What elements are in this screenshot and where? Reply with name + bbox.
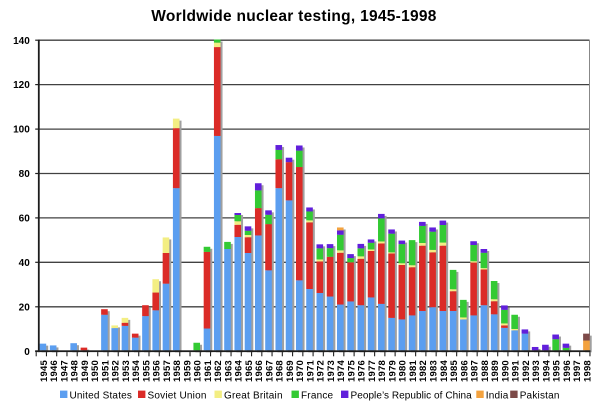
svg-text:1967: 1967	[264, 360, 275, 382]
svg-text:1974: 1974	[336, 360, 347, 382]
svg-text:1959: 1959	[182, 360, 193, 382]
svg-text:1953: 1953	[121, 360, 132, 382]
svg-text:1981: 1981	[408, 360, 419, 382]
svg-text:1982: 1982	[418, 360, 429, 382]
svg-text:1962: 1962	[213, 360, 224, 382]
svg-text:1960: 1960	[193, 360, 204, 382]
svg-text:1996: 1996	[562, 360, 573, 382]
svg-text:1961: 1961	[203, 360, 214, 382]
svg-text:0: 0	[24, 347, 30, 358]
svg-text:1948: 1948	[70, 360, 81, 382]
svg-text:1957: 1957	[162, 360, 173, 382]
svg-text:1952: 1952	[111, 360, 122, 382]
svg-text:Worldwide nuclear testing, 194: Worldwide nuclear testing, 1945-1998	[151, 8, 437, 25]
svg-text:1965: 1965	[244, 360, 255, 382]
svg-text:India: India	[486, 390, 509, 401]
svg-text:1988: 1988	[480, 360, 491, 382]
svg-text:1950: 1950	[90, 360, 101, 382]
svg-text:1975: 1975	[346, 360, 357, 382]
svg-text:Soviet Union: Soviet Union	[148, 390, 207, 401]
svg-text:1998: 1998	[582, 360, 593, 382]
svg-text:120: 120	[13, 80, 30, 91]
svg-text:100: 100	[13, 125, 30, 136]
svg-text:1991: 1991	[511, 360, 522, 382]
svg-text:1995: 1995	[552, 360, 563, 382]
svg-text:40: 40	[19, 258, 31, 269]
svg-text:1958: 1958	[172, 360, 183, 382]
svg-text:1947: 1947	[59, 360, 70, 382]
svg-text:1971: 1971	[305, 360, 316, 382]
svg-text:1983: 1983	[428, 360, 439, 382]
svg-text:1992: 1992	[521, 360, 532, 382]
svg-text:United States: United States	[70, 390, 133, 401]
svg-text:60: 60	[19, 214, 31, 225]
svg-text:1968: 1968	[275, 360, 286, 382]
svg-text:1978: 1978	[377, 360, 388, 382]
svg-text:1976: 1976	[357, 360, 368, 382]
svg-text:1985: 1985	[449, 360, 460, 382]
svg-text:1972: 1972	[316, 360, 327, 382]
svg-text:1993: 1993	[531, 360, 542, 382]
svg-text:Great Britain: Great Britain	[224, 390, 283, 401]
svg-text:140: 140	[13, 36, 30, 47]
svg-text:1970: 1970	[295, 360, 306, 382]
svg-text:1951: 1951	[100, 360, 111, 382]
svg-text:1994: 1994	[541, 360, 552, 382]
svg-text:1984: 1984	[439, 360, 450, 382]
svg-text:1987: 1987	[470, 360, 481, 382]
svg-text:1977: 1977	[367, 360, 378, 382]
svg-text:1980: 1980	[398, 360, 409, 382]
svg-text:1986: 1986	[459, 360, 470, 382]
svg-text:France: France	[301, 390, 334, 401]
svg-text:1949: 1949	[80, 360, 91, 382]
svg-text:1956: 1956	[152, 360, 163, 382]
svg-text:20: 20	[19, 302, 31, 313]
svg-text:1997: 1997	[572, 360, 583, 382]
svg-text:1969: 1969	[285, 360, 296, 382]
svg-text:1946: 1946	[49, 360, 60, 382]
svg-text:1990: 1990	[500, 360, 511, 382]
svg-text:People’s Republic of China: People’s Republic of China	[351, 390, 473, 401]
svg-text:1989: 1989	[490, 360, 501, 382]
svg-text:1979: 1979	[387, 360, 398, 382]
svg-text:1954: 1954	[131, 360, 142, 382]
svg-text:80: 80	[19, 169, 31, 180]
svg-text:1945: 1945	[39, 360, 50, 382]
svg-text:1966: 1966	[254, 360, 265, 382]
svg-text:1964: 1964	[234, 360, 245, 382]
svg-text:Pakistan: Pakistan	[520, 390, 560, 401]
svg-text:1955: 1955	[141, 360, 152, 382]
svg-text:1973: 1973	[326, 360, 337, 382]
svg-text:1963: 1963	[223, 360, 234, 382]
